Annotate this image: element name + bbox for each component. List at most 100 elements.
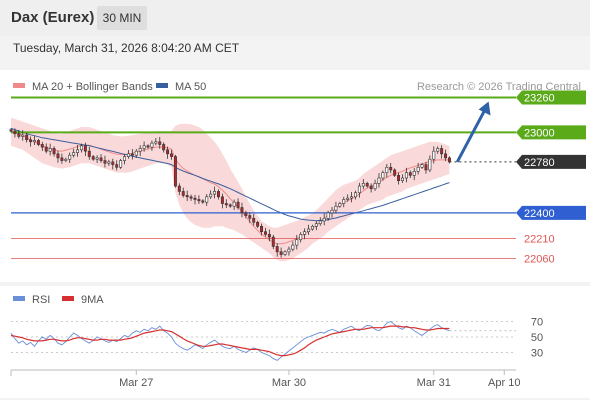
level-tag-22780: 22780 <box>516 154 586 169</box>
candle <box>420 162 424 169</box>
candle-body <box>444 153 448 159</box>
candle-body <box>142 145 146 149</box>
candle-body <box>126 153 130 157</box>
x-axis: Mar 27 Mar 30 Mar 31 Apr 10 <box>10 369 520 389</box>
candle-body <box>338 203 342 207</box>
candle-body <box>205 196 209 203</box>
candle-body <box>393 169 397 176</box>
candle-body <box>267 234 271 238</box>
candle-body <box>130 153 134 156</box>
candle <box>76 145 80 157</box>
candle <box>369 183 373 193</box>
rsi-tick-70: 70 <box>531 317 543 329</box>
rsi-ma-line <box>10 325 450 357</box>
candle <box>357 182 361 198</box>
candle <box>322 213 326 226</box>
candle <box>48 143 52 156</box>
candle <box>36 138 40 147</box>
candle-body <box>181 191 185 196</box>
candle <box>52 146 56 157</box>
candle-body <box>404 172 408 179</box>
candle-body <box>213 191 217 195</box>
candle <box>436 146 440 154</box>
candle-body <box>33 140 36 143</box>
candle-body <box>432 150 436 160</box>
candle <box>307 224 310 235</box>
candle-body <box>287 248 291 253</box>
candle <box>64 157 68 163</box>
candle-body <box>350 196 354 199</box>
candle-body <box>91 156 95 160</box>
candle-body <box>60 157 64 161</box>
candle-body <box>95 157 99 160</box>
candle <box>440 145 444 159</box>
candle <box>87 146 91 160</box>
ma20-legend-label: MA 20 + Bollinger Bands <box>32 81 153 93</box>
candle <box>447 156 451 164</box>
level-label-22060: 22060 <box>524 254 555 266</box>
candle-body <box>173 156 177 187</box>
candle-body <box>228 204 232 207</box>
candle <box>236 198 240 210</box>
candle <box>95 155 99 163</box>
candle <box>263 227 267 237</box>
candle-body <box>111 161 115 165</box>
candle-body <box>134 150 138 156</box>
candle <box>33 136 36 146</box>
candle-body <box>79 145 83 151</box>
candle <box>162 142 166 153</box>
candle-body <box>87 150 91 157</box>
timestamp: Tuesday, March 31, 2026 8:04:20 AM CET <box>13 41 240 55</box>
candle <box>181 187 185 198</box>
candle <box>158 136 162 149</box>
candle-body <box>260 226 264 232</box>
candle-body <box>9 129 13 132</box>
ma20-legend-swatch <box>13 83 25 88</box>
candle <box>107 159 111 166</box>
candle <box>393 168 397 177</box>
candle <box>400 174 404 183</box>
candle <box>389 162 393 174</box>
candle-body <box>83 145 87 152</box>
candle-body <box>385 166 389 173</box>
candle <box>177 183 181 196</box>
candle-body <box>361 183 365 187</box>
timeframe-button[interactable]: 30 MIN <box>97 6 147 30</box>
candle <box>444 149 448 162</box>
candle-body <box>424 164 428 171</box>
candle <box>310 224 314 231</box>
candle <box>260 223 264 236</box>
rsi-legend-label: RSI <box>32 294 50 306</box>
candle-body <box>197 199 201 202</box>
candle <box>354 190 357 200</box>
candle <box>126 150 130 159</box>
candle-body <box>400 177 404 181</box>
price-levels <box>11 96 516 259</box>
candle-body <box>25 134 29 141</box>
candle <box>56 150 60 163</box>
candle-body <box>373 183 377 190</box>
candle-body <box>166 149 170 155</box>
candle-body <box>365 183 369 187</box>
candle-body <box>357 185 361 194</box>
candle-body <box>68 154 72 160</box>
candle <box>68 152 72 163</box>
candle-body <box>244 212 248 216</box>
candle <box>154 138 158 146</box>
candle <box>201 199 205 204</box>
candle <box>416 162 420 175</box>
candle <box>385 164 389 178</box>
candle <box>103 155 107 168</box>
candle-body <box>283 251 287 255</box>
candle <box>21 130 25 141</box>
level-label-22210: 22210 <box>524 233 555 245</box>
candle <box>252 213 256 226</box>
candle <box>205 194 209 206</box>
candle <box>224 199 228 209</box>
candle <box>60 153 64 164</box>
level-tag-shape <box>516 154 586 169</box>
candle <box>150 140 154 151</box>
candle-body <box>201 200 205 203</box>
candle-body <box>189 196 193 199</box>
candle-body <box>256 221 260 227</box>
